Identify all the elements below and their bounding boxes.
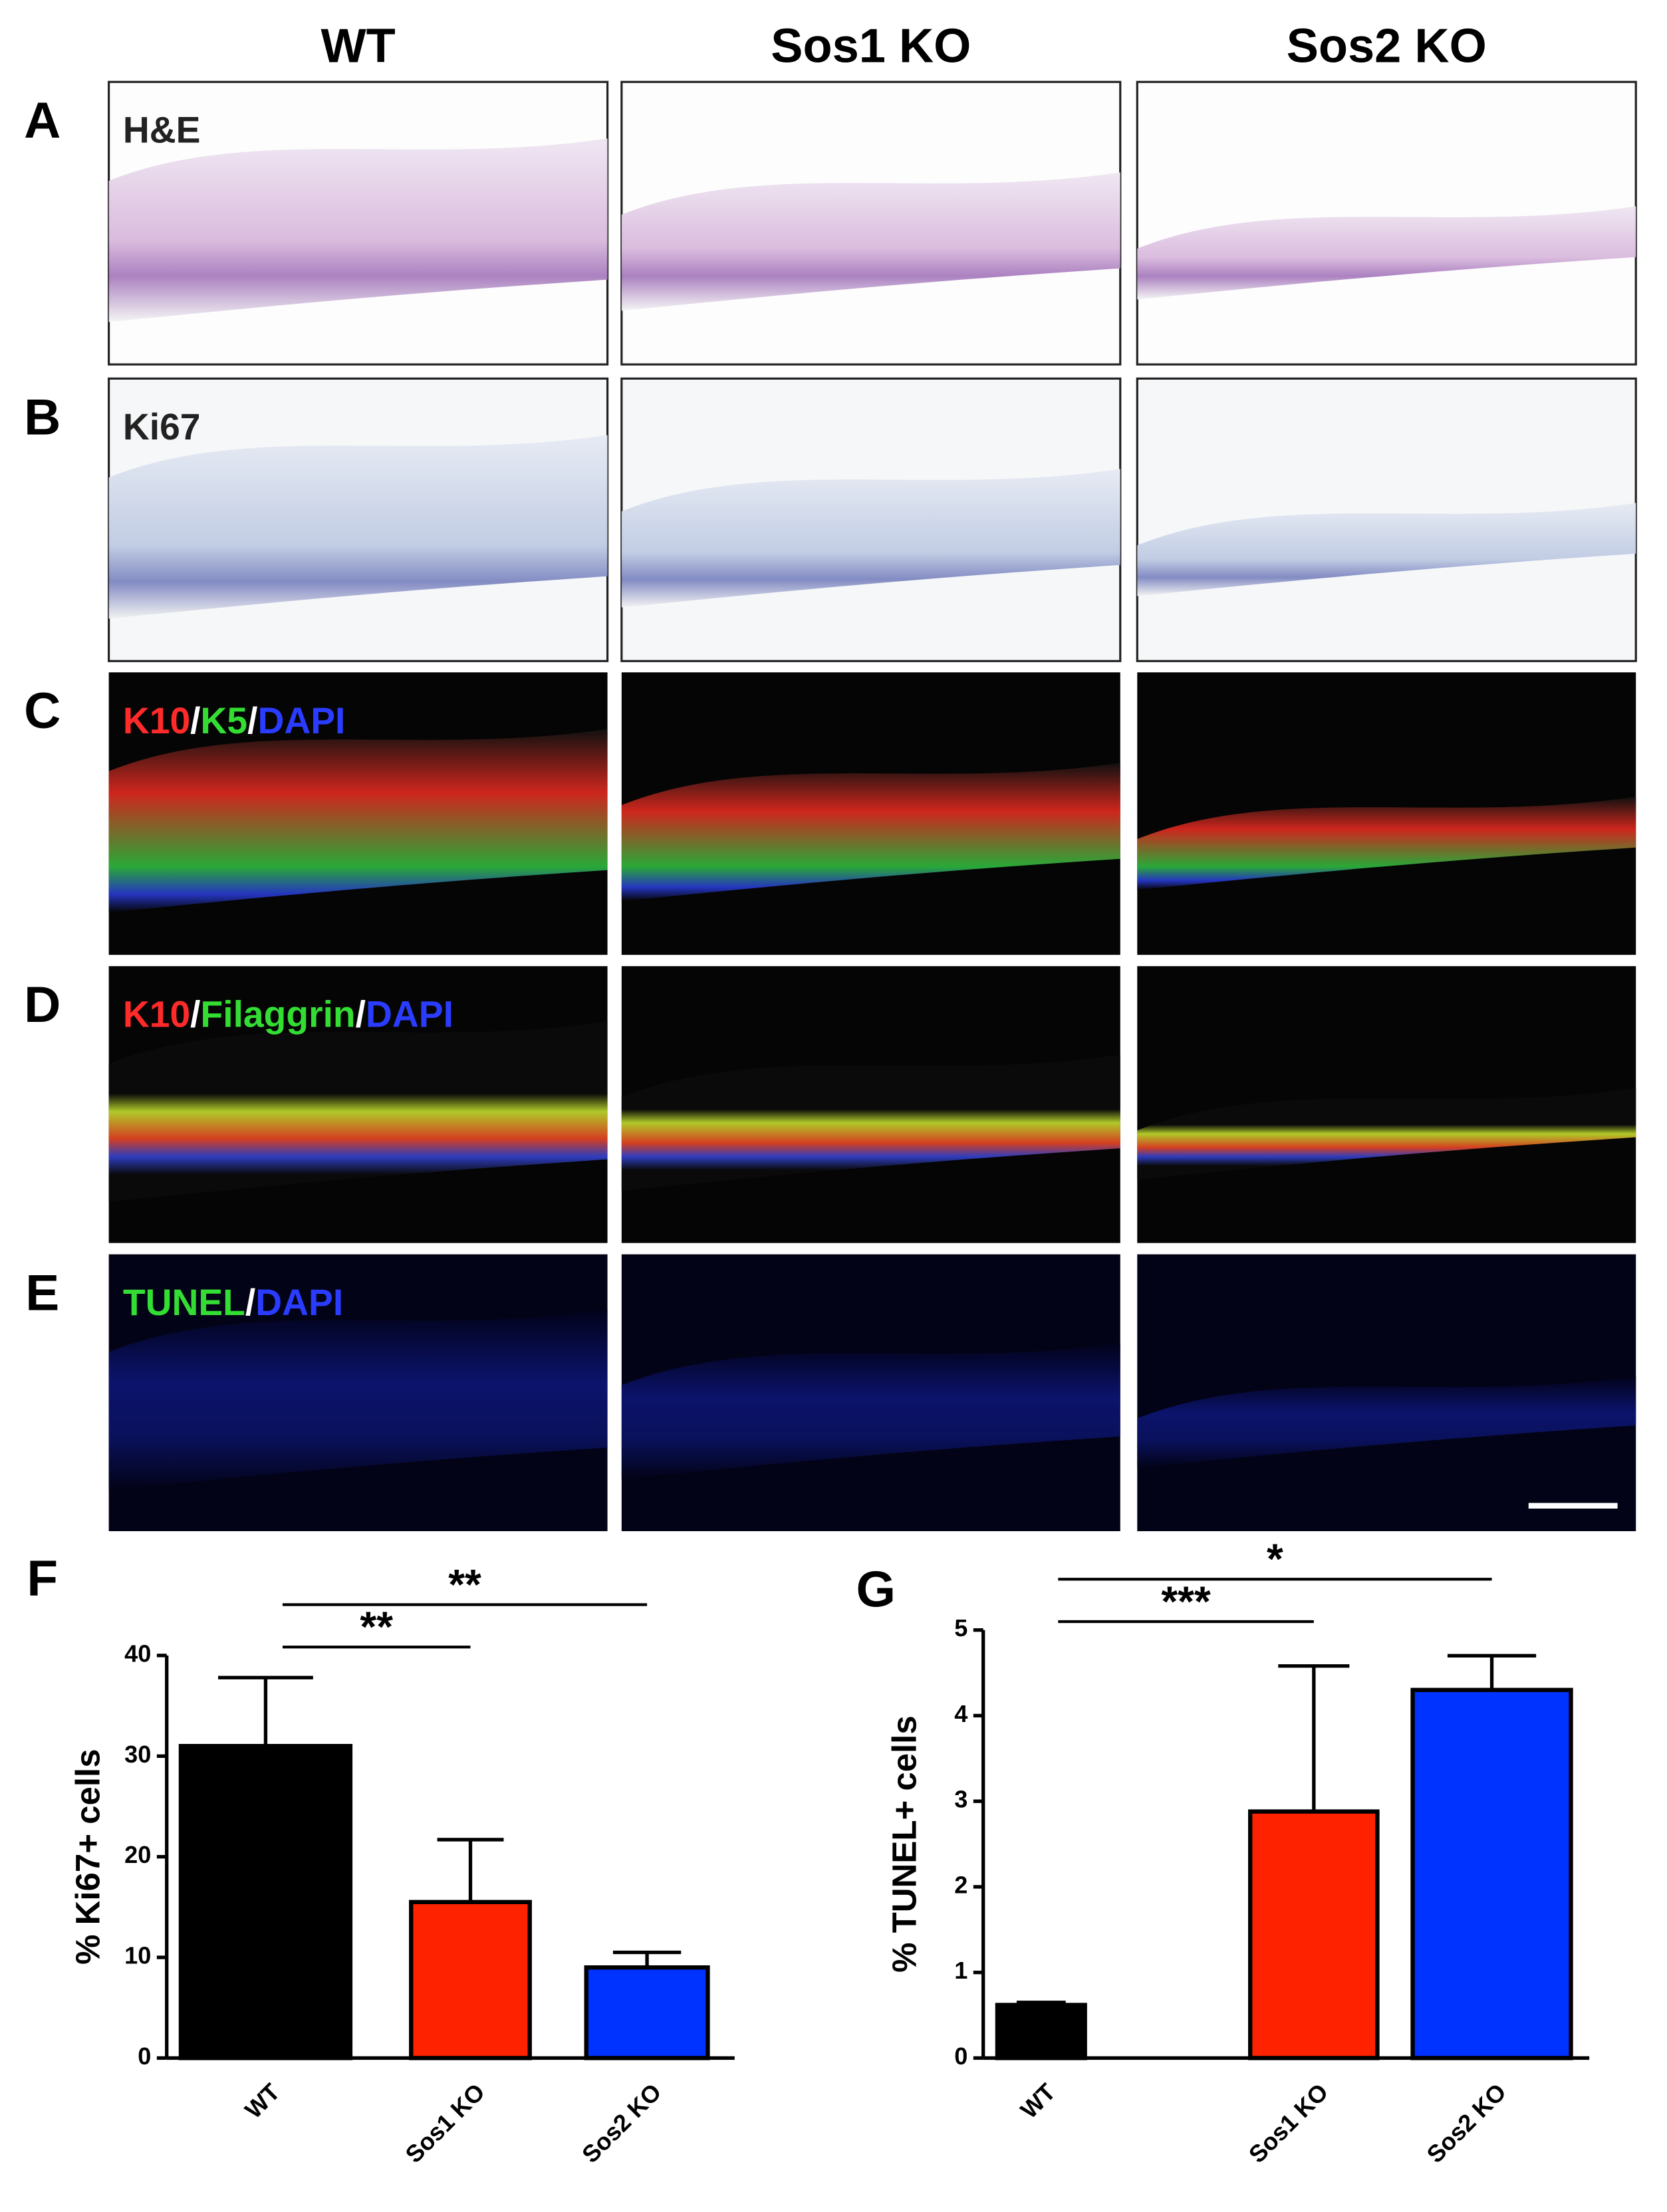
tissue-section (1137, 797, 1636, 890)
stain-part: K10 (123, 993, 190, 1035)
stain-part: / (190, 993, 200, 1035)
y-tick-label: 40 (124, 1640, 151, 1667)
tissue-section (1137, 1376, 1636, 1468)
y-tick-label: 4 (954, 1700, 967, 1727)
tissue-section (108, 138, 608, 322)
y-tick-label: 2 (954, 1871, 967, 1898)
stain-part: / (245, 1282, 255, 1323)
significance-label: * (1267, 1535, 1283, 1583)
significance-label: ** (448, 1560, 481, 1608)
bar (1248, 1809, 1380, 2060)
significance-label: ** (360, 1603, 393, 1651)
bar (584, 1965, 710, 2060)
tissue-section (621, 469, 1120, 608)
tissue-section (108, 729, 608, 913)
tissue-section (621, 172, 1120, 311)
tissue-section (1137, 1088, 1636, 1180)
bar (178, 1743, 353, 2060)
stain-part: K10 (123, 699, 190, 741)
panel-letter: G (856, 1562, 895, 1618)
y-tick-label: 3 (954, 1786, 967, 1813)
bar (995, 2003, 1087, 2060)
stain-part: DAPI (366, 993, 453, 1035)
y-tick-label: 5 (954, 1614, 967, 1642)
stain-part: H&E (123, 109, 201, 150)
panel-letter: A (24, 92, 61, 149)
stain-part: / (356, 993, 366, 1035)
column-header: WT (321, 19, 395, 72)
x-tick-label: Sos1 KO (1243, 2078, 1333, 2168)
x-tick-label: Sos1 KO (400, 2078, 489, 2168)
y-tick-label: 20 (124, 1841, 151, 1868)
y-tick-label: 0 (138, 2042, 151, 2070)
tissue-section (621, 1054, 1120, 1191)
stain-part: DAPI (257, 699, 345, 741)
tissue-section (1137, 503, 1636, 596)
tissue-section (621, 1342, 1120, 1479)
stain-label: TUNEL/DAPI (123, 1282, 343, 1323)
y-axis-label: % TUNEL+ cells (885, 1715, 923, 1973)
x-tick-label: Sos2 KO (577, 2078, 666, 2168)
x-tick-label: WT (239, 2078, 285, 2124)
y-axis-label: % Ki67+ cells (68, 1749, 106, 1964)
panel-letter: F (27, 1550, 58, 1607)
stain-part: K5 (201, 699, 248, 741)
significance-label: *** (1161, 1577, 1211, 1625)
tissue-section (108, 1309, 608, 1490)
tissue-section (621, 763, 1120, 902)
stain-part: / (190, 699, 200, 741)
column-header: Sos2 KO (1287, 19, 1487, 72)
y-tick-label: 0 (954, 2042, 967, 2070)
column-header: Sos1 KO (771, 19, 971, 72)
tissue-section (108, 435, 608, 619)
x-tick-label: WT (1015, 2078, 1061, 2124)
stain-part: TUNEL (123, 1282, 245, 1323)
panel-letter: B (24, 389, 61, 445)
stain-label: Ki67 (123, 406, 201, 447)
stain-part: DAPI (255, 1282, 343, 1323)
stain-label: H&E (123, 109, 201, 150)
y-tick-label: 1 (954, 1957, 967, 1984)
stain-label: K10/Filaggrin/DAPI (123, 993, 453, 1035)
bar (1410, 1687, 1573, 2060)
tissue-section (108, 1021, 608, 1202)
bar (409, 1900, 532, 2060)
stain-part: Ki67 (123, 406, 201, 447)
stain-label: K10/K5/DAPI (123, 699, 346, 741)
y-tick-label: 10 (124, 1942, 151, 1969)
panel-letter: D (24, 977, 61, 1033)
panel-letter: C (24, 683, 61, 739)
stain-part: / (247, 699, 257, 741)
panel-letter: E (25, 1265, 59, 1322)
stain-part: Filaggrin (201, 993, 356, 1035)
y-tick-label: 30 (124, 1741, 151, 1768)
tissue-section (1137, 206, 1636, 300)
x-tick-label: Sos2 KO (1421, 2078, 1511, 2168)
